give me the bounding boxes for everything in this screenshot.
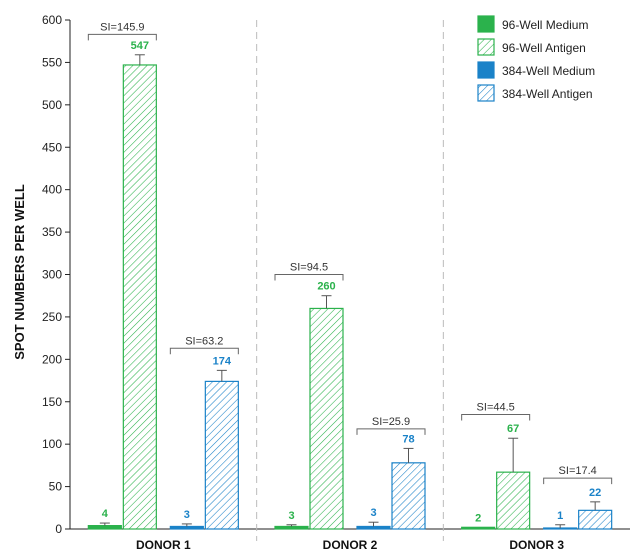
y-tick-label-300: 300 [42, 268, 62, 282]
legend-label-96-well-antigen: 96-Well Antigen [502, 41, 586, 55]
value-label-donor-3-384-well-medium: 1 [557, 510, 563, 522]
bar-donor-1-384-well-medium [169, 525, 204, 530]
category-labels: DONOR 1 DONOR 2 DONOR 3 [136, 538, 564, 552]
value-label-donor-3-384-well-antigen: 22 [589, 487, 601, 499]
y-tick-label-0: 0 [55, 522, 62, 536]
bars [87, 64, 613, 530]
bar-donor-1-96-well-medium [87, 525, 122, 530]
error-bars [99, 54, 601, 529]
legend: 96-Well Medium 96-Well Antigen 384-Well Me… [477, 15, 595, 102]
y-tick-label-450: 450 [42, 140, 62, 154]
si-bracket-donor-3-384-well [543, 477, 613, 485]
si-label-donor-1-96-well: SI=145.9 [100, 21, 144, 33]
category-label-donor-1: DONOR 1 [136, 538, 191, 552]
y-tick-label-600: 600 [42, 13, 62, 27]
y-tick-label-100: 100 [42, 437, 62, 451]
legend-swatch-96-well-antigen [477, 38, 495, 56]
legend-swatch-384-well-medium [477, 61, 495, 79]
bar-donor-1-384-well-antigen [204, 380, 239, 530]
value-label-donor-3-96-well-antigen: 67 [507, 423, 519, 435]
legend-label-384-well-medium: 384-Well Medium [502, 64, 595, 78]
bar-donor-3-384-well-antigen [578, 509, 613, 530]
legend-label-384-well-antigen: 384-Well Antigen [502, 87, 593, 101]
category-label-donor-2: DONOR 2 [323, 538, 378, 552]
legend-label-96-well-medium: 96-Well Medium [502, 18, 588, 32]
si-label-donor-2-384-well: SI=25.9 [372, 416, 410, 428]
si-bracket-donor-3-96-well [461, 413, 531, 421]
y-tick-label-550: 550 [42, 55, 62, 69]
y-tick-label-200: 200 [42, 352, 62, 366]
bar-donor-2-384-well-antigen [391, 462, 426, 530]
si-bracket-donor-2-384-well [356, 428, 426, 435]
si-label-donor-3-384-well: SI=17.4 [559, 465, 597, 477]
y-tick-label-50: 50 [49, 480, 63, 494]
value-label-donor-1-384-well-medium: 3 [184, 509, 190, 521]
y-axis-ticks: 0 50 100 150 200 250 300 350 400 450 500 550 600 [42, 13, 70, 536]
si-label-donor-2-96-well: SI=94.5 [290, 262, 328, 274]
value-label-donor-2-96-well-antigen: 260 [317, 281, 335, 293]
value-labels: 4 3 2 547 260 67 3 3 1 174 78 22 [102, 40, 602, 525]
y-tick-label-150: 150 [42, 395, 62, 409]
bar-donor-1-96-well-antigen [122, 64, 157, 530]
y-tick-label-400: 400 [42, 183, 62, 197]
value-label-donor-1-96-well-medium: 4 [102, 508, 109, 520]
si-label-donor-3-96-well: SI=44.5 [477, 401, 515, 413]
si-label-donor-1-384-well: SI=63.2 [185, 335, 223, 347]
y-axis-title: SPOT NUMBERS PER WELL [12, 184, 27, 360]
si-bracket-donor-1-384-well [169, 347, 239, 355]
y-tick-label-500: 500 [42, 98, 62, 112]
value-label-donor-2-384-well-antigen: 78 [402, 433, 414, 445]
y-tick-label-350: 350 [42, 225, 62, 239]
bar-donor-3-96-well-antigen [496, 471, 531, 530]
category-separators [256, 20, 444, 541]
bar-donor-3-96-well-medium [461, 526, 496, 530]
bar-donor-2-96-well-antigen [309, 307, 344, 530]
legend-swatch-96-well-medium [477, 15, 495, 33]
si-bracket-donor-1-96-well [87, 33, 157, 41]
si-brackets: SI=145.9 SI=63.2 SI=94.5 SI=25.9 SI=44.5 SI=1… [87, 21, 613, 485]
value-label-donor-2-96-well-medium: 3 [288, 510, 294, 522]
bar-donor-2-384-well-medium [356, 525, 391, 530]
bar-donor-2-96-well-medium [274, 525, 309, 530]
value-label-donor-1-384-well-antigen: 174 [213, 355, 232, 367]
legend-swatch-384-well-antigen [477, 84, 495, 102]
value-label-donor-1-96-well-antigen: 547 [131, 40, 149, 52]
value-label-donor-3-96-well-medium: 2 [475, 512, 481, 524]
category-label-donor-3: DONOR 3 [509, 538, 564, 552]
y-tick-label-250: 250 [42, 310, 62, 324]
value-label-donor-2-384-well-medium: 3 [370, 507, 376, 519]
si-bracket-donor-2-96-well [274, 274, 344, 281]
